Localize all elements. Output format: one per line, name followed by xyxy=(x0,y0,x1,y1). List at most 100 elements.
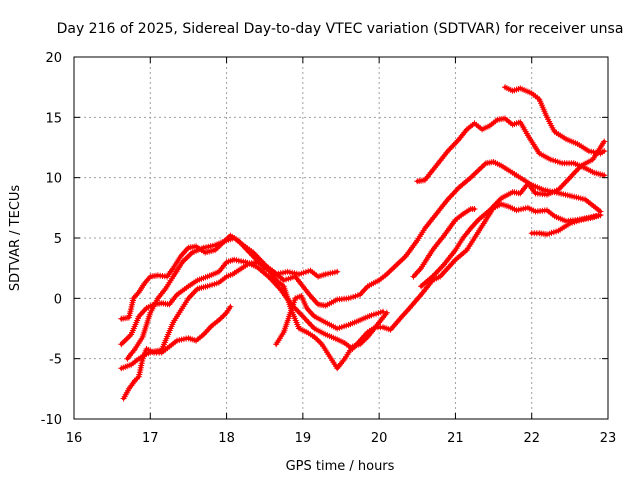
data-point xyxy=(533,209,538,214)
data-point xyxy=(537,231,541,235)
data-point xyxy=(408,306,412,310)
data-point xyxy=(484,161,488,165)
data-point xyxy=(537,151,541,156)
data-point xyxy=(568,221,572,226)
data-point xyxy=(343,341,347,345)
data-point xyxy=(324,332,328,337)
data-point xyxy=(217,281,221,285)
data-point xyxy=(125,357,129,361)
data-point xyxy=(213,243,217,247)
series-line xyxy=(119,202,602,351)
data-point xyxy=(148,275,152,279)
data-point xyxy=(144,306,149,310)
data-point xyxy=(530,231,534,235)
data-point xyxy=(499,196,503,200)
data-point xyxy=(224,260,229,264)
data-point xyxy=(556,229,561,233)
data-point xyxy=(560,161,564,165)
data-point xyxy=(186,336,191,340)
data-point xyxy=(312,335,316,339)
data-point xyxy=(465,127,469,131)
y-axis-label: SDTVAR / TECUs xyxy=(8,185,23,292)
data-point xyxy=(583,197,587,201)
data-point xyxy=(453,258,458,262)
data-point xyxy=(160,301,164,305)
data-point xyxy=(171,275,175,279)
x-tick-label: 22 xyxy=(523,431,540,446)
data-point xyxy=(419,293,423,297)
data-point xyxy=(381,310,385,314)
data-point xyxy=(274,342,278,346)
ticks: 16 17 18 19 20 21 22 23 -10 -5 0 5 10 15 20 xyxy=(41,51,617,446)
data-point xyxy=(119,342,123,346)
data-point xyxy=(142,282,146,286)
data-point xyxy=(180,260,184,264)
data-point xyxy=(503,116,507,121)
data-point xyxy=(526,133,530,138)
data-point xyxy=(171,320,175,325)
x-tick-label: 20 xyxy=(371,431,388,446)
data-point xyxy=(434,164,438,168)
data-point xyxy=(232,236,236,240)
data-point xyxy=(583,166,587,170)
data-point xyxy=(507,168,511,173)
data-point xyxy=(186,296,191,300)
data-point xyxy=(194,244,198,249)
data-point xyxy=(430,275,435,279)
data-point xyxy=(419,284,423,288)
data-point xyxy=(442,233,446,238)
data-point xyxy=(358,342,362,346)
data-point xyxy=(186,284,191,288)
data-point xyxy=(163,287,168,291)
data-point xyxy=(308,268,313,273)
data-point xyxy=(297,272,301,276)
data-point xyxy=(453,248,458,252)
data-point xyxy=(228,305,232,309)
data-point xyxy=(133,378,137,382)
data-point xyxy=(179,308,183,312)
data-point xyxy=(129,363,133,367)
y-tick-label: -10 xyxy=(41,413,62,428)
data-point xyxy=(545,115,549,119)
data-point xyxy=(213,248,217,252)
data-point xyxy=(301,284,305,288)
data-point xyxy=(499,164,503,168)
data-point xyxy=(385,272,389,276)
data-point xyxy=(541,188,545,192)
data-point xyxy=(598,209,602,214)
data-point xyxy=(572,161,576,165)
data-point xyxy=(194,338,198,343)
data-point xyxy=(514,208,519,212)
data-point xyxy=(476,218,480,222)
data-point xyxy=(511,190,515,194)
data-point xyxy=(121,396,126,401)
data-point xyxy=(312,314,316,319)
data-point xyxy=(461,236,465,240)
data-point xyxy=(564,219,568,223)
data-point xyxy=(297,326,301,331)
data-point xyxy=(217,270,221,274)
data-point xyxy=(545,192,549,197)
series-group xyxy=(118,84,608,402)
data-point xyxy=(137,375,141,379)
data-point xyxy=(231,272,235,276)
data-point xyxy=(438,275,442,279)
data-point xyxy=(324,303,328,308)
data-point xyxy=(209,324,213,328)
data-point xyxy=(602,139,606,144)
data-point xyxy=(152,351,156,355)
data-point xyxy=(217,318,221,322)
y-tick-label: 0 xyxy=(54,292,62,307)
data-point xyxy=(301,314,305,319)
data-point xyxy=(400,314,404,319)
data-point xyxy=(530,91,534,95)
data-point xyxy=(274,272,278,276)
x-tick-label: 18 xyxy=(218,431,235,446)
series-trace-1 xyxy=(118,201,604,352)
data-point xyxy=(442,262,446,267)
data-point xyxy=(266,275,271,279)
data-point xyxy=(156,296,160,300)
data-point xyxy=(232,258,236,262)
data-point xyxy=(195,287,200,291)
data-point xyxy=(119,317,123,321)
